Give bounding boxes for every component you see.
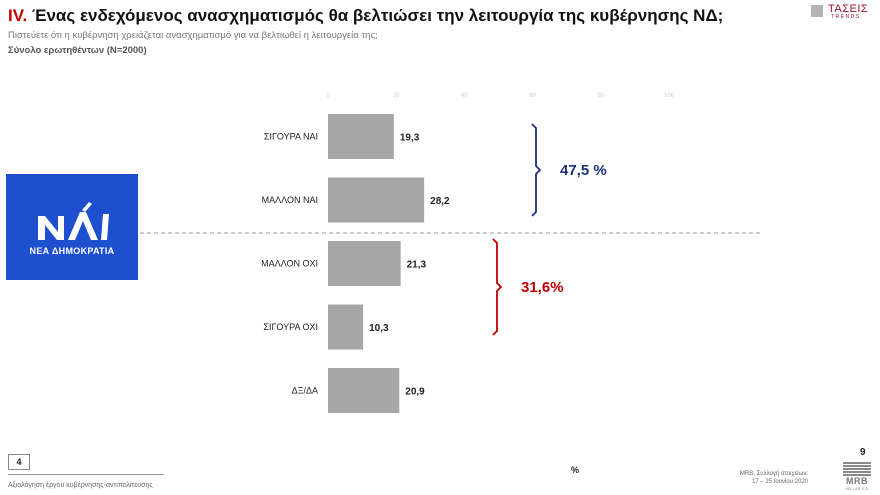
slide-number: 9 [860, 447, 866, 458]
page-box: 4 [8, 454, 30, 470]
mrb-logo: MRB HELLAS S.A. [843, 462, 871, 491]
bar [328, 177, 425, 223]
x-tick-label: 0 [326, 93, 330, 99]
title-text: Ένας ενδεχόμενος ανασχηματισμός θα βελτι… [31, 6, 724, 25]
x-tick-label: 60 [529, 93, 536, 99]
x-axis-unit: % [571, 465, 580, 475]
footer-text: Αξιολόγηση έργου κυβέρνησης-αντιπολίτευσ… [8, 482, 153, 489]
section-number: IV. [8, 6, 28, 25]
source-note: MRB, Συλλογή στοιχείων: 17 – 25 Ιουνίου … [700, 470, 808, 486]
group-total-label: 47,5 % [560, 162, 607, 179]
x-tick-label: 100 [664, 93, 675, 99]
value-label: 20,9 [405, 387, 425, 398]
category-label: ΜΑΛΛΟΝ ΟΧΙ [261, 259, 318, 269]
bar [328, 368, 400, 413]
mrb-name: MRB [846, 476, 868, 486]
tasis-trends-logo: ΤΑΣΕΙΣ TRENDS [802, 3, 874, 23]
sample-size-label: Σύνολο ερωτηθέντων (N=2000) [8, 45, 147, 56]
new-democracy-logo: ΝΕΑ ΔΗΜΟΚΡΑΤΙΑ [6, 174, 138, 280]
question-subtitle: Πιστεύετε ότι η κυβέρνηση χρειάζεται ανα… [8, 30, 378, 41]
mrb-stripes-icon [843, 462, 871, 476]
group-total-label: 31,6% [521, 279, 564, 296]
source-line-1: MRB, Συλλογή στοιχείων: [739, 471, 808, 477]
x-tick-label: 80 [597, 93, 604, 99]
value-label: 21,3 [407, 260, 427, 271]
category-label: ΔΞ/ΔΑ [292, 386, 318, 396]
category-label: ΜΑΛΛΟΝ ΝΑΙ [262, 195, 318, 205]
page-title: IV. Ένας ενδεχόμενος ανασχηματισμός θα β… [8, 6, 723, 26]
brand-mark-icon [811, 5, 823, 17]
x-tick-label: 20 [393, 93, 400, 99]
mrb-sub: HELLAS S.A. [844, 486, 869, 491]
bar [328, 241, 401, 286]
brand-name: ΤΑΣΕΙΣ [828, 3, 869, 15]
party-name: ΝΕΑ ΔΗΜΟΚΡΑΤΙΑ [29, 246, 115, 256]
footer-divider [8, 474, 164, 475]
category-label: ΣΙΓΟΥΡΑ ΝΑΙ [264, 132, 318, 142]
group-bracket [531, 123, 542, 217]
value-label: 19,3 [400, 133, 420, 144]
source-line-2: 17 – 25 Ιουνίου 2020 [752, 479, 808, 485]
bar [328, 114, 394, 159]
value-label: 28,2 [430, 196, 450, 207]
value-label: 10,3 [369, 323, 389, 334]
bar [328, 304, 364, 350]
x-tick-label: 40 [461, 93, 468, 99]
group-bracket [492, 238, 503, 336]
category-label: ΣΙΓΟΥΡΑ ΟΧΙ [263, 322, 318, 332]
nd-torch-icon [38, 202, 109, 240]
brand-sub: TRENDS [831, 14, 861, 20]
